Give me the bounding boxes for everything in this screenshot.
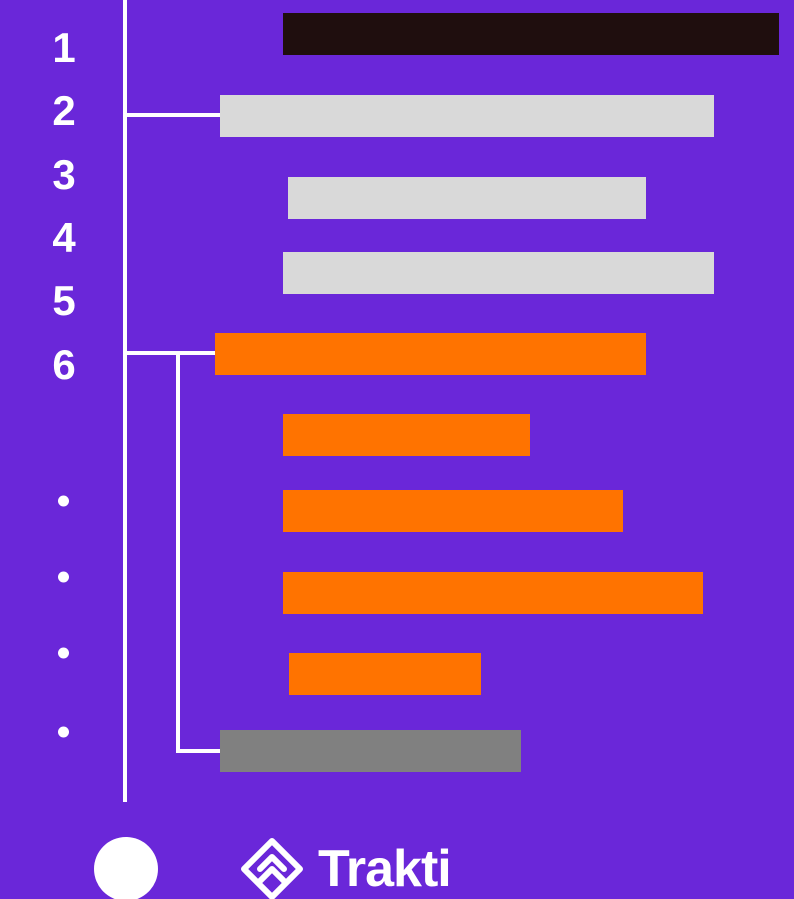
brand-logo: Trakti: [238, 836, 452, 899]
brand-name: Trakti: [318, 840, 452, 898]
bar-5: [215, 333, 646, 375]
bar-2: [220, 95, 714, 137]
ellipsis-dot: [58, 495, 69, 507]
bar-1: [283, 13, 779, 55]
row-number-5: 5: [52, 277, 76, 324]
bar-6: [283, 414, 530, 456]
row-number-6: 6: [52, 341, 76, 388]
bar-8: [283, 572, 703, 614]
bar-3: [288, 177, 646, 219]
bottom-circle: [94, 837, 158, 899]
ellipsis-dot: [58, 647, 69, 659]
main-vertical-line: [123, 0, 127, 802]
branch-connector-bottom: [176, 749, 220, 753]
row-number-4: 4: [52, 214, 76, 261]
bar-7: [283, 490, 623, 532]
row-number-3: 3: [52, 151, 76, 198]
connector-row-6: [127, 351, 215, 355]
row-number-1: 1: [52, 24, 76, 71]
connector-row-2: [127, 113, 220, 117]
bar-4: [283, 252, 714, 294]
ellipsis-dot: [58, 571, 69, 583]
row-number-2: 2: [52, 87, 76, 134]
branch-vertical-line: [176, 351, 180, 753]
bar-9: [289, 653, 481, 695]
trakti-logo-icon: [241, 838, 303, 899]
bar-10: [220, 730, 521, 772]
ellipsis-dot: [58, 726, 69, 738]
